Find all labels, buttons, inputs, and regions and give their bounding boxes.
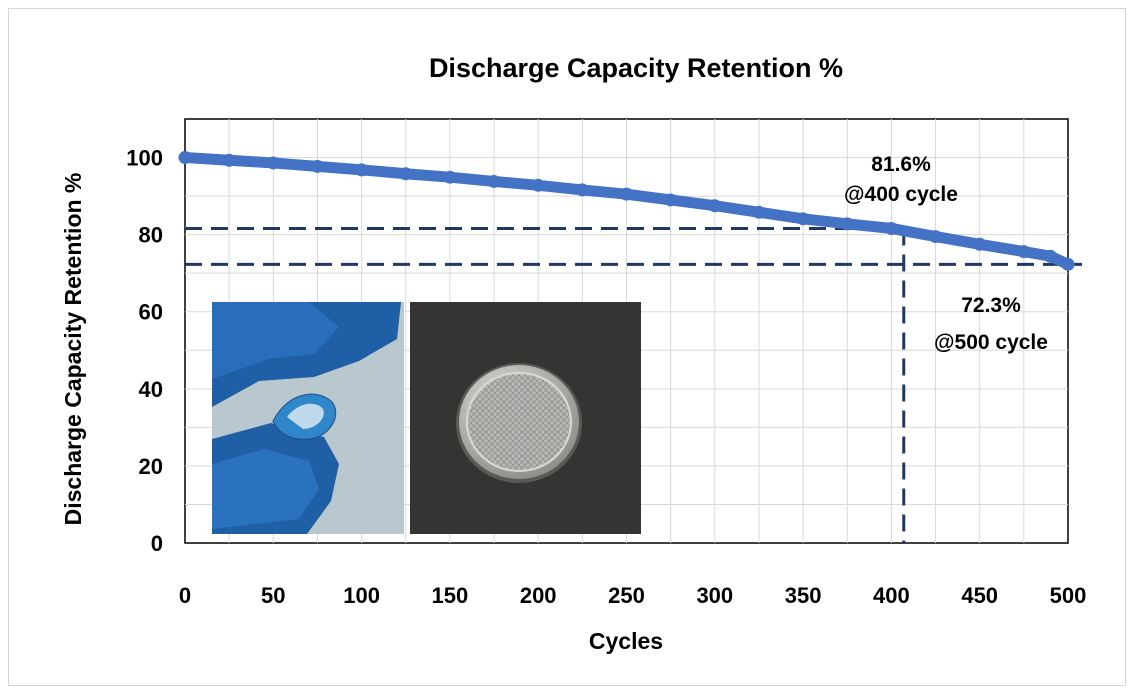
x-tick-label: 150 <box>432 583 469 608</box>
chart-title: Discharge Capacity Retention % <box>429 53 843 83</box>
data-point <box>355 163 369 177</box>
data-point <box>531 178 545 192</box>
data-point <box>708 199 722 213</box>
retention-chart: Discharge Capacity Retention % 0 20 40 60 80… <box>60 53 1086 654</box>
x-axis-ticks: 0 50 100 150 200 250 300 350 400 450 500 <box>179 583 1086 608</box>
data-point <box>266 156 280 170</box>
data-point <box>310 159 324 173</box>
data-point <box>487 174 501 188</box>
y-tick-label: 40 <box>139 377 163 402</box>
data-point <box>796 212 810 226</box>
y-tick-label: 0 <box>151 531 163 556</box>
y-axis-ticks: 0 20 40 60 80 100 <box>126 146 163 556</box>
data-point <box>884 221 898 235</box>
reference-lines <box>185 226 1082 543</box>
x-tick-label: 500 <box>1050 583 1087 608</box>
y-tick-label: 100 <box>126 146 163 171</box>
blue-flexible-film-photo <box>212 302 404 534</box>
data-point <box>620 187 633 201</box>
x-tick-label: 400 <box>873 583 910 608</box>
data-point <box>973 237 987 251</box>
x-tick-label: 300 <box>696 583 733 608</box>
data-point <box>840 217 854 231</box>
data-point <box>399 167 413 181</box>
annotation-500-value: 72.3% <box>961 294 1021 317</box>
data-point <box>1017 245 1031 259</box>
data-point <box>178 151 192 165</box>
data-point <box>1043 249 1057 263</box>
data-point <box>752 205 766 219</box>
x-tick-label: 250 <box>608 583 645 608</box>
y-tick-label: 60 <box>139 300 163 325</box>
series-line <box>179 152 1074 270</box>
annotations: 81.6% @400 cycle 72.3% @500 cycle <box>844 153 1048 354</box>
chart-frame: Discharge Capacity Retention % 0 20 40 60 80… <box>8 8 1126 686</box>
series-group <box>178 151 1075 271</box>
data-point <box>443 170 457 184</box>
x-tick-label: 450 <box>961 583 998 608</box>
annotation-400-label: @400 cycle <box>844 183 958 206</box>
x-axis-title: Cycles <box>589 628 663 654</box>
coin-cell-photo <box>410 302 641 534</box>
data-point <box>575 183 589 197</box>
y-tick-label: 80 <box>139 223 163 248</box>
x-tick-label: 200 <box>520 583 557 608</box>
data-point <box>929 230 943 244</box>
x-tick-label: 50 <box>261 583 285 608</box>
data-point <box>664 193 678 207</box>
annotation-400-value: 81.6% <box>871 153 931 176</box>
y-axis-title: Discharge Capacity Retention % <box>60 173 86 526</box>
x-tick-label: 0 <box>179 583 191 608</box>
annotation-500-label: @500 cycle <box>934 331 1048 354</box>
x-tick-label: 100 <box>343 583 380 608</box>
y-tick-label: 20 <box>139 454 163 479</box>
x-tick-label: 350 <box>785 583 822 608</box>
data-point <box>222 153 236 167</box>
data-point <box>1061 257 1075 271</box>
